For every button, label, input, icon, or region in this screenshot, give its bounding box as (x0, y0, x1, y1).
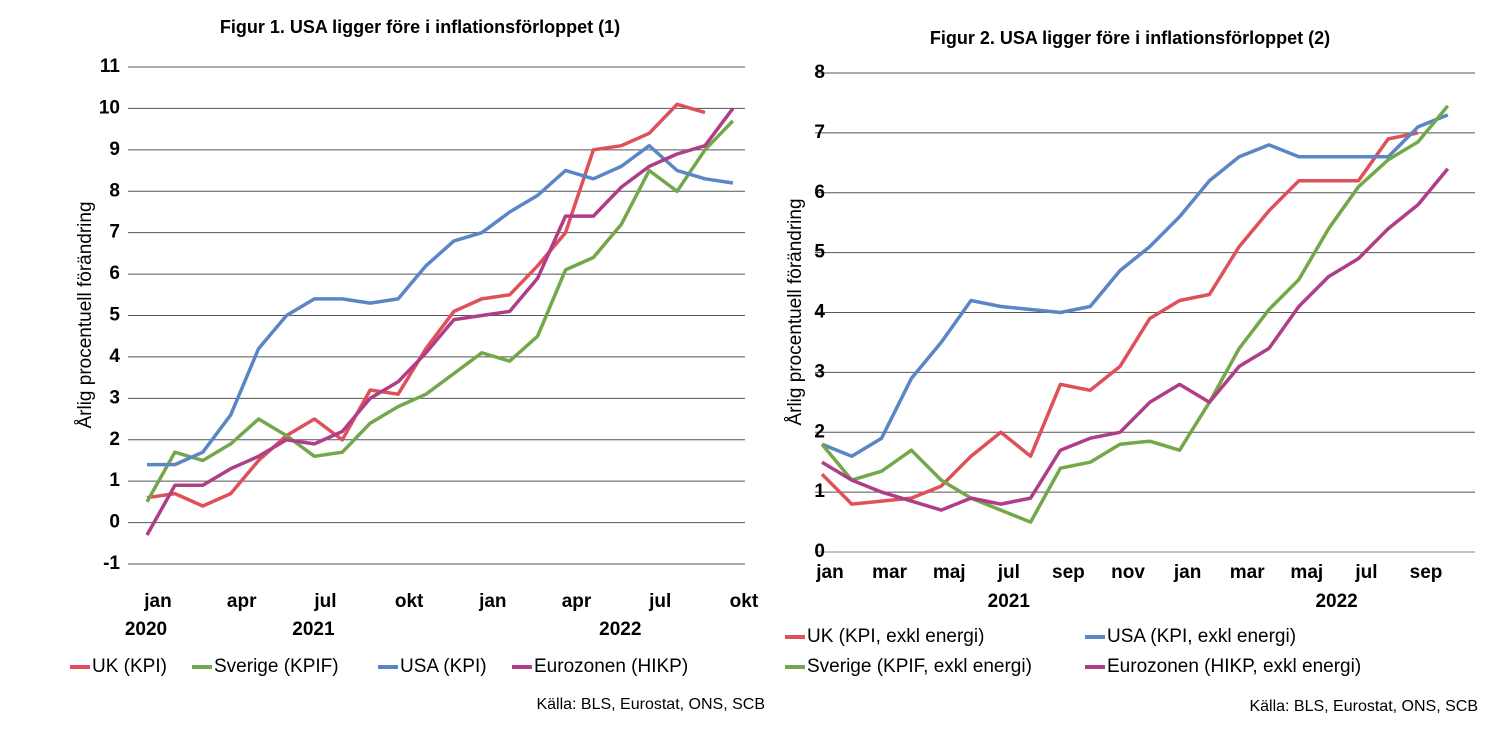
x-tick-label: okt (730, 591, 759, 612)
x-year-label: 2022 (599, 619, 641, 640)
y-tick-label: -1 (103, 553, 120, 574)
series-line (145, 119, 735, 503)
y-axis-label: Årlig procentuell förändring (75, 201, 96, 428)
x-tick-label: maj (1290, 562, 1323, 583)
x-tick-label: apr (227, 591, 257, 612)
legend-label: USA (KPI) (400, 656, 487, 677)
x-tick-label: nov (1111, 562, 1145, 583)
y-tick-label: 11 (100, 56, 121, 77)
legend-label: Sverige (KPIF) (214, 656, 339, 677)
x-tick-label: mar (872, 562, 907, 583)
source-note: Källa: BLS, Eurostat, ONS, SCB (1249, 698, 1478, 715)
chart-title: Figur 1. USA ligger före i inflationsför… (220, 17, 620, 37)
x-tick-label: jan (815, 562, 843, 583)
series-line (146, 102, 706, 508)
x-tick-label: maj (933, 562, 966, 583)
chart-title: Figur 2. USA ligger före i inflationsför… (930, 28, 1330, 48)
x-tick-label: apr (562, 591, 592, 612)
x-year-label: 2021 (292, 619, 335, 640)
y-tick-label: 6 (109, 263, 120, 284)
x-year-label: 2020 (125, 619, 167, 640)
x-tick-label: sep (1052, 562, 1085, 583)
x-tick-label: jul (1354, 562, 1377, 583)
y-tick-label: 0 (109, 512, 120, 533)
y-tick-label: 0 (814, 541, 825, 562)
y-tick-label: 7 (814, 122, 825, 143)
x-tick-label: sep (1410, 562, 1443, 583)
y-tick-label: 1 (109, 470, 120, 491)
y-tick-label: 10 (99, 97, 120, 118)
series-line (147, 143, 734, 467)
x-tick-label: okt (395, 591, 424, 612)
x-tick-label: jan (478, 591, 506, 612)
y-tick-label: 5 (109, 305, 120, 326)
series-line (821, 167, 1450, 512)
legend-label: UK (KPI) (92, 656, 167, 677)
x-year-label: 2022 (1315, 591, 1357, 612)
legend-label: UK (KPI, exkl energi) (807, 626, 984, 647)
legend-label: Eurozonen (HIKP, exkl energi) (1107, 656, 1361, 677)
y-tick-label: 5 (814, 242, 825, 263)
series-line (821, 113, 1449, 458)
y-tick-label: 8 (109, 180, 120, 201)
series-line (145, 107, 735, 536)
y-tick-label: 4 (109, 346, 120, 367)
series-line (820, 131, 1419, 506)
x-tick-label: jul (648, 591, 671, 612)
legend-label: Sverige (KPIF, exkl energi) (807, 656, 1032, 677)
y-tick-label: 7 (109, 222, 120, 243)
y-tick-label: 6 (814, 182, 825, 203)
y-tick-label: 4 (814, 302, 825, 323)
x-tick-label: jul (313, 591, 336, 612)
y-tick-label: 2 (814, 421, 825, 442)
y-tick-label: 3 (814, 361, 825, 382)
x-tick-label: jan (1173, 562, 1201, 583)
x-tick-label: mar (1230, 562, 1265, 583)
x-tick-label: jul (997, 562, 1020, 583)
y-tick-label: 2 (109, 429, 120, 450)
source-note: Källa: BLS, Eurostat, ONS, SCB (536, 696, 765, 713)
x-tick-label: jan (143, 591, 171, 612)
legend-label: Eurozonen (HIKP) (534, 656, 688, 677)
y-tick-label: 3 (109, 387, 120, 408)
series-line (820, 104, 1450, 524)
x-year-label: 2021 (988, 591, 1031, 612)
y-axis-label: Årlig procentuell förändring (785, 198, 806, 425)
y-tick-label: 9 (109, 139, 120, 160)
y-tick-label: 1 (814, 481, 825, 502)
legend-label: USA (KPI, exkl energi) (1107, 626, 1296, 647)
y-tick-label: 8 (814, 62, 825, 83)
